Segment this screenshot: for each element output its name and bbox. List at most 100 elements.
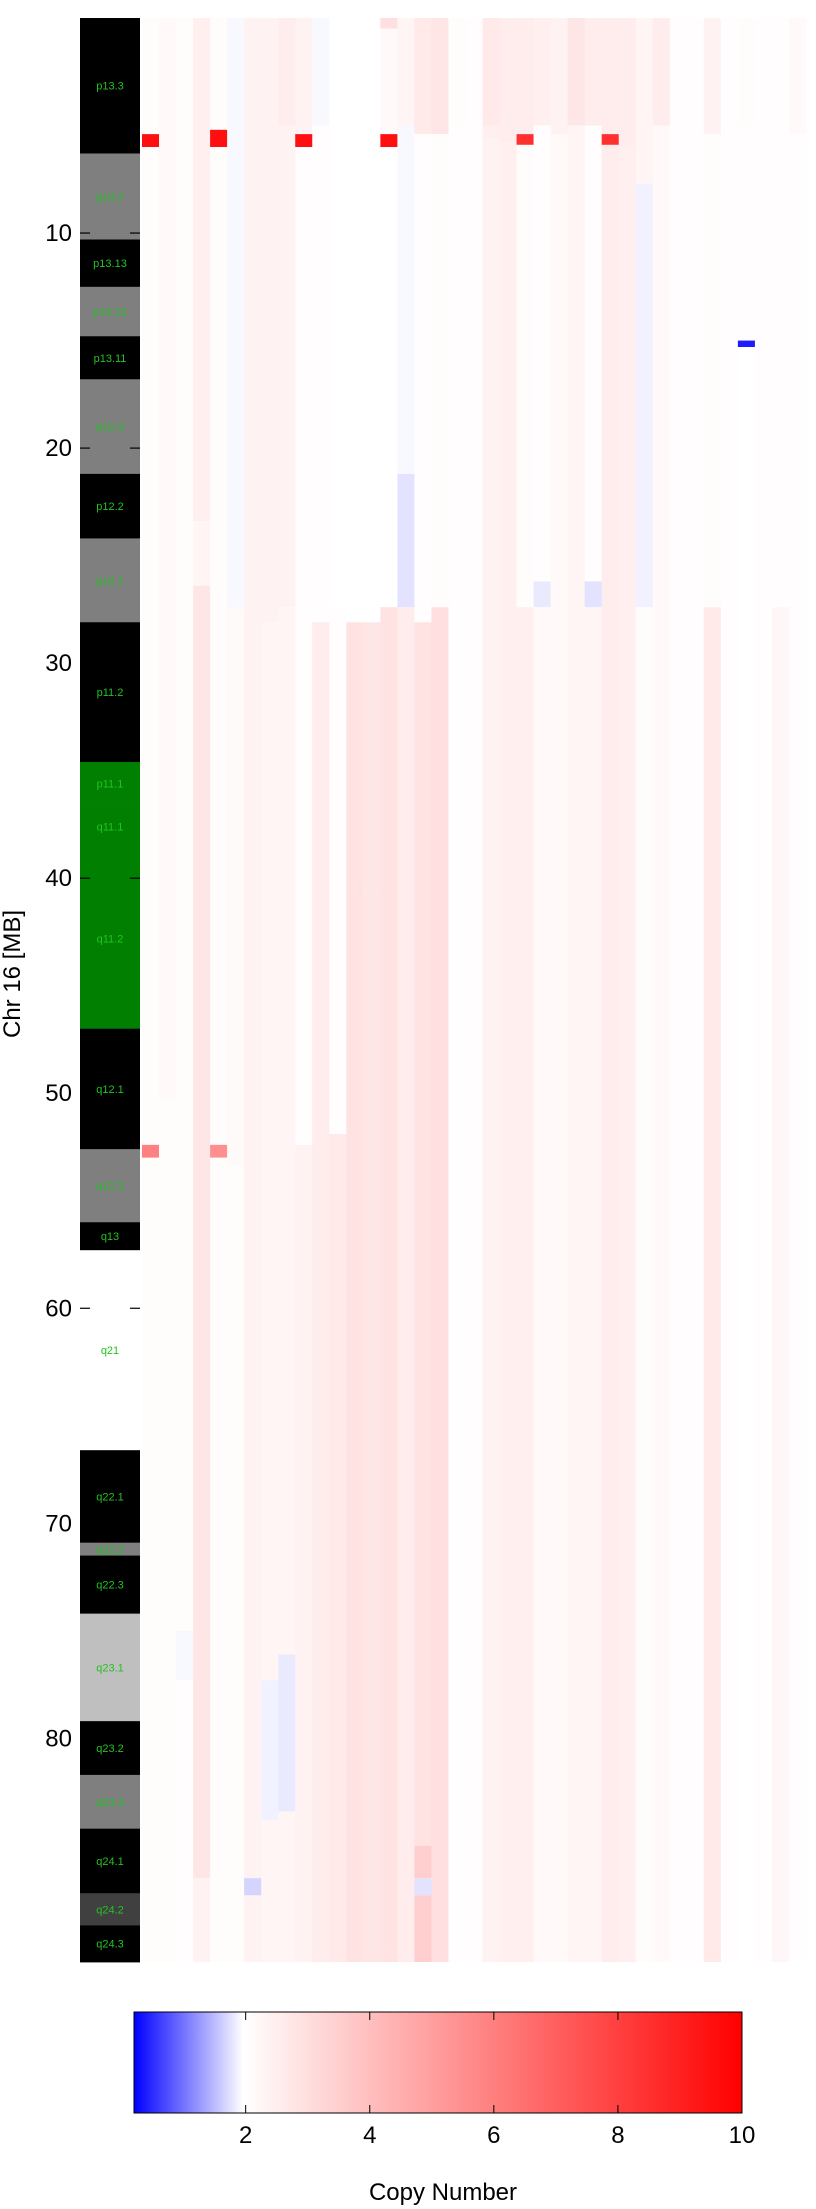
sample-column-25 (550, 18, 568, 1962)
copy-number-segment (278, 1654, 296, 1812)
copy-number-segment (278, 125, 296, 608)
copy-number-segment (295, 18, 313, 135)
copy-number-segment (261, 622, 279, 1681)
copy-number-segment (737, 125, 756, 341)
sample-column-8 (261, 18, 279, 1962)
sample-column-7 (244, 18, 262, 1962)
copy-number-segment (244, 1878, 262, 1896)
copy-number-segment (227, 18, 245, 608)
sample-column-33 (686, 18, 705, 1962)
copy-number-segment (346, 18, 364, 623)
copy-number-segment (414, 18, 432, 135)
ideogram-band (80, 762, 140, 806)
sample-column-11 (312, 18, 330, 1962)
copy-number-segment (210, 129, 228, 148)
band-label: q22.1 (96, 1491, 124, 1503)
ideogram-band (80, 239, 140, 288)
sample-column-27 (584, 18, 602, 1962)
copy-number-segment (142, 147, 160, 1145)
copy-number-segment (550, 18, 568, 135)
copy-number-segment (686, 125, 705, 1962)
copy-number-segment (397, 607, 415, 1962)
copy-number-segment (414, 1895, 432, 1962)
copy-number-segment (363, 888, 381, 1963)
copy-number-segment (516, 134, 534, 145)
band-label: q23.2 (96, 1743, 124, 1755)
sample-column-15 (380, 18, 398, 1962)
sample-column-2 (159, 18, 177, 1962)
copy-number-segment (465, 18, 483, 1962)
ideogram-band (80, 1555, 140, 1615)
copy-number-segment (499, 18, 517, 143)
copy-number-segment (244, 73, 262, 616)
copy-number-segment (635, 607, 654, 1962)
y-tick-label: 80 (45, 1725, 72, 1752)
copy-number-segment (176, 1630, 194, 1681)
y-tick-label: 10 (45, 220, 72, 247)
copy-number-segment (788, 18, 807, 135)
sample-column-26 (567, 18, 585, 1962)
copy-number-segment (516, 18, 534, 135)
copy-number-segment (533, 607, 551, 1962)
copy-number-segment (652, 125, 671, 1962)
sample-column-10 (295, 18, 313, 1962)
copy-number-segment (176, 125, 194, 1631)
y-axis-label: Chr 16 [MB] (0, 910, 26, 1038)
copy-number-segment (380, 134, 398, 148)
copy-number-segment (737, 18, 756, 126)
copy-number-segment (567, 18, 585, 126)
copy-number-segment (584, 125, 602, 582)
copy-number-segment (210, 1144, 228, 1158)
colorbar-tick-label: 10 (729, 2122, 756, 2149)
copy-number-segment (414, 1878, 432, 1896)
copy-number-segment (278, 18, 296, 126)
copy-number-segment (771, 607, 790, 1962)
copy-number-segment (380, 607, 398, 1945)
sample-column-16 (397, 18, 415, 1962)
copy-number-segment (142, 1157, 160, 1962)
copy-number-segment (431, 607, 449, 1962)
sample-column-37 (754, 18, 773, 1962)
ideogram-band (80, 18, 140, 154)
sample-column-21 (482, 18, 500, 1962)
copy-number-segment (295, 1144, 313, 1962)
copy-number-segment (244, 615, 262, 1879)
copy-number-segment (363, 622, 381, 889)
y-tick-label: 50 (45, 1080, 72, 1107)
copy-number-segment (278, 1811, 296, 1962)
band-label: p11.1 (97, 779, 124, 791)
y-axis: 10 20 30 40 50 60 70 80 (45, 220, 140, 1752)
band-label: p13.3 (96, 81, 124, 93)
sample-column-4 (193, 18, 211, 1962)
copy-number-segment (482, 125, 500, 139)
colorbar: 2 4 6 8 10 (133, 2011, 756, 2149)
copy-number-segment (176, 1680, 194, 1962)
chromosome-ideogram: p13.3 p13.2 p13.13 p13.12 p13.11 p12.3 p12.2 p1… (80, 18, 140, 1963)
band-label: p12.2 (96, 501, 124, 513)
band-label: q23.1 (96, 1662, 124, 1674)
copy-number-segment (635, 18, 654, 184)
copy-number-segment (363, 18, 381, 623)
copy-number-segment (380, 1944, 398, 1962)
band-label: q24.1 (96, 1856, 124, 1868)
sample-column-19 (448, 18, 466, 1962)
band-label: p11.2 (97, 687, 124, 699)
band-label: q11.2 (97, 933, 124, 945)
sample-column-24 (533, 18, 551, 1962)
copy-number-segment (329, 1134, 347, 1962)
colorbar-gradient (133, 2011, 743, 2114)
copy-number-segment (703, 134, 722, 608)
band-label: q22.3 (96, 1580, 124, 1592)
copy-number-segment (210, 18, 228, 130)
band-label: q24.2 (96, 1904, 124, 1916)
ideogram-band (80, 336, 140, 380)
sample-column-31 (652, 18, 671, 1962)
sample-column-5 (210, 18, 228, 1962)
copy-number-segment (686, 18, 705, 126)
sample-column-23 (516, 18, 534, 1962)
copy-number-segment (244, 18, 262, 74)
copy-number-segment (601, 134, 620, 145)
ideogram-band (80, 805, 140, 849)
copy-number-segment (244, 1895, 262, 1962)
band-label: q24.3 (96, 1939, 124, 1951)
